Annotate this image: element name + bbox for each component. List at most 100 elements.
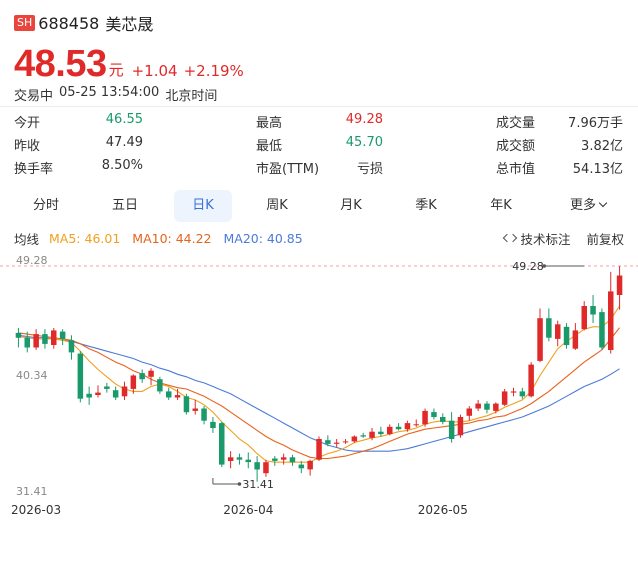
candle-body bbox=[148, 370, 154, 377]
candle-body bbox=[139, 373, 145, 380]
candle-body bbox=[378, 431, 384, 435]
open-value: 46.55 bbox=[105, 112, 143, 127]
tab-more-label: 更多 bbox=[569, 198, 596, 213]
ma10-value: MA10: 44.22 bbox=[132, 230, 212, 246]
candle-body bbox=[351, 436, 358, 442]
price-change: +1.04 bbox=[131, 62, 178, 80]
tab-weekly-k[interactable]: 周K bbox=[266, 198, 288, 213]
price-change-pct: +2.19% bbox=[183, 62, 244, 80]
stock-header: SH 688458 美芯晟 bbox=[14, 12, 153, 34]
tab-daily-k[interactable]: 日K bbox=[174, 190, 232, 222]
candle-body bbox=[395, 426, 402, 430]
indicator-button[interactable]: 技术标注 bbox=[520, 231, 571, 247]
tab-5day[interactable]: 五日 bbox=[111, 198, 138, 213]
open-label: 今开 bbox=[14, 116, 41, 131]
candle-body bbox=[254, 462, 260, 470]
candle-body bbox=[68, 340, 75, 353]
high-value: 49.28 bbox=[345, 112, 383, 127]
x-date-label: 2026-04 bbox=[223, 503, 273, 517]
candle-body bbox=[95, 392, 101, 395]
candle-body bbox=[369, 431, 375, 438]
turnover-label: 换手率 bbox=[14, 162, 54, 177]
quote-row: 昨收 47.49 最低 45.70 成交额 3.82亿 bbox=[0, 135, 638, 155]
candle-body bbox=[466, 408, 472, 416]
mcap-label: 总市值 bbox=[496, 162, 536, 177]
x-date-label: 2026-05 bbox=[418, 503, 468, 517]
ma5-value: MA5: 46.01 bbox=[49, 230, 121, 246]
volume-label: 成交量 bbox=[496, 116, 536, 131]
low-value: 45.70 bbox=[345, 135, 383, 150]
amount-value: 3.82亿 bbox=[581, 139, 623, 154]
candle-body bbox=[608, 291, 614, 350]
ma-legend: 均线 MA5: 46.01 MA10: 44.22 MA20: 40.85 bbox=[14, 229, 303, 247]
candle-body bbox=[431, 412, 437, 417]
candle-body bbox=[15, 332, 22, 338]
ma-title: 均线 bbox=[14, 231, 40, 247]
adjust-button[interactable]: 前复权 bbox=[586, 231, 624, 247]
y-tick-label: 49.28 bbox=[16, 254, 48, 267]
tab-intraday[interactable]: 分时 bbox=[32, 198, 59, 213]
candle-body bbox=[183, 396, 190, 413]
low-marker-dot bbox=[237, 482, 242, 486]
candle-body bbox=[484, 403, 490, 410]
candle-body bbox=[422, 410, 428, 425]
tab-monthly-k[interactable]: 月K bbox=[340, 198, 362, 213]
kline-chart[interactable]: 49.28 40.34 31.41 49.28 31.41 2026-03 2026-04 2… bbox=[0, 252, 638, 530]
price-unit: 元 bbox=[108, 61, 124, 79]
candle-body bbox=[413, 424, 419, 426]
candle-body bbox=[263, 462, 269, 474]
candle-body bbox=[236, 457, 243, 460]
tab-more[interactable]: 更多 bbox=[556, 190, 620, 222]
amount-label: 成交额 bbox=[496, 139, 536, 154]
candle-body bbox=[166, 391, 172, 398]
candle-body bbox=[201, 408, 207, 421]
tab-yearly-k[interactable]: 年K bbox=[490, 198, 512, 213]
candle-body bbox=[59, 331, 66, 339]
candle-body bbox=[519, 391, 526, 397]
trading-timezone: 北京时间 bbox=[165, 89, 218, 104]
candle-body bbox=[457, 417, 464, 436]
quote-row: 换手率 8.50% 市盈(TTM) 亏损 总市值 54.13亿 bbox=[0, 158, 638, 178]
low-label: 最低 bbox=[256, 139, 283, 154]
candle-body bbox=[280, 457, 287, 460]
y-tick-label: 40.34 bbox=[16, 369, 48, 382]
candle-body bbox=[616, 275, 623, 295]
candle-body bbox=[342, 441, 349, 443]
candle-body bbox=[590, 306, 596, 315]
pe-label: 市盈(TTM) bbox=[256, 162, 320, 177]
candle-body bbox=[572, 330, 579, 349]
candle-body bbox=[325, 440, 331, 444]
candle-body bbox=[316, 439, 322, 460]
candle-body bbox=[42, 334, 48, 344]
high-marker-label: 49.28 bbox=[512, 260, 544, 273]
candle-body bbox=[104, 386, 110, 389]
candle-body bbox=[130, 375, 137, 389]
candle-body bbox=[77, 353, 84, 399]
candle-body bbox=[387, 426, 393, 435]
mcap-value: 54.13亿 bbox=[572, 162, 623, 177]
trading-status: 交易中 05-25 13:54:00 北京时间 bbox=[14, 85, 217, 104]
pe-value: 亏损 bbox=[356, 162, 383, 177]
candle-body bbox=[493, 403, 499, 411]
high-label: 最高 bbox=[256, 116, 283, 131]
candle-body bbox=[272, 458, 278, 461]
candle-body bbox=[112, 390, 119, 398]
chart-tools: 技术标注 前复权 bbox=[504, 229, 624, 247]
trading-state: 交易中 bbox=[14, 89, 54, 104]
candle-body bbox=[360, 435, 366, 437]
candle-body bbox=[51, 330, 57, 345]
period-tabs: 分时 五日 日K 周K 月K 季K 年K 更多 bbox=[0, 190, 638, 222]
prev-close-value: 47.49 bbox=[105, 135, 143, 150]
candle-body bbox=[227, 457, 234, 461]
candle-body bbox=[289, 457, 296, 463]
candle-body bbox=[448, 420, 455, 439]
candle-body bbox=[555, 324, 561, 339]
volume-value: 7.96万手 bbox=[568, 116, 623, 131]
candle-body bbox=[210, 421, 216, 428]
market-badge: SH bbox=[14, 15, 36, 31]
candle-body bbox=[157, 379, 163, 392]
candle-body bbox=[510, 391, 517, 393]
tab-quarterly-k[interactable]: 季K bbox=[415, 198, 437, 213]
price-row: 48.53 元 +1.04 +2.19% bbox=[14, 40, 244, 86]
quote-row: 今开 46.55 最高 49.28 成交量 7.96万手 bbox=[0, 112, 638, 132]
